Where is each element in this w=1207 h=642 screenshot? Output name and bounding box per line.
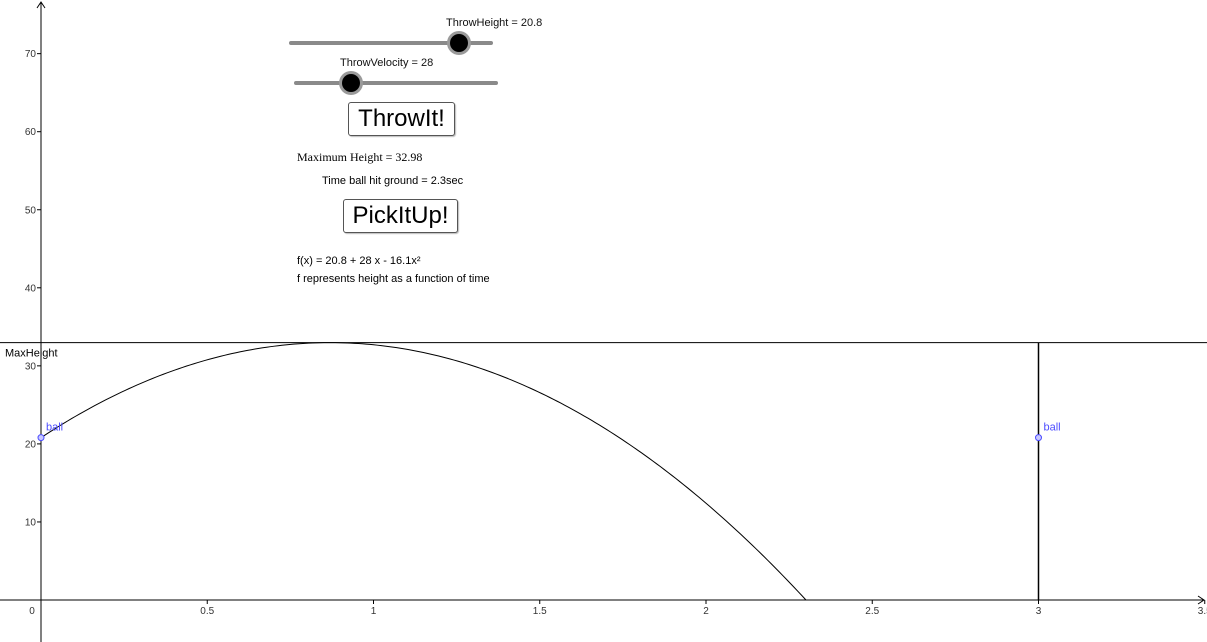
height-curve	[40, 342, 807, 601]
x-tick-label: 3.5	[1198, 606, 1207, 617]
x-tick-label: 2.5	[865, 606, 879, 617]
tick-labels: 00.511.522.533.544.555.566.5102030405060…	[25, 49, 1207, 617]
throw-height-slider-label: ThrowHeight = 20.8	[446, 17, 543, 29]
throw-height-slider-track[interactable]	[289, 41, 493, 45]
y-axis-arrow	[36, 1, 46, 9]
throw-velocity-slider-track[interactable]	[294, 81, 498, 85]
y-tick-label: 50	[25, 205, 37, 216]
function-description-text: f represents height as a function of tim…	[297, 273, 490, 285]
x-tick-label: 1.5	[533, 606, 547, 617]
ball-point-label: ball	[1044, 422, 1061, 434]
x-tick-label: 1	[371, 606, 377, 617]
ball-point[interactable]	[37, 434, 45, 442]
y-tick-label: 30	[25, 361, 37, 372]
x-tick-label: 3	[1036, 606, 1042, 617]
throw-velocity-slider[interactable]	[294, 74, 498, 94]
throw-height-slider[interactable]	[289, 34, 493, 54]
max-height-line-label: MaxHeight	[5, 348, 58, 360]
x-tick-label: 0.5	[200, 606, 214, 617]
ball-point-label: ball	[46, 422, 63, 434]
pick-it-up-button[interactable]: PickItUp!	[343, 199, 458, 233]
maximum-height-text: Maximum Height = 32.98	[297, 150, 423, 164]
function-curve	[40, 342, 807, 601]
throw-velocity-slider-thumb[interactable]	[342, 74, 361, 92]
y-tick-label: 70	[25, 49, 37, 60]
ball-point[interactable]	[1035, 434, 1042, 442]
x-axis-arrow	[1197, 595, 1205, 605]
time-hit-ground-text: Time ball hit ground = 2.3sec	[322, 175, 464, 187]
y-tick-label: 10	[25, 517, 37, 528]
y-tick-label: 60	[25, 127, 37, 138]
throw-it-button[interactable]: ThrowIt!	[348, 102, 455, 136]
ball-points[interactable]: ball ball	[37, 422, 1061, 442]
throw-velocity-slider-label: ThrowVelocity = 28	[340, 57, 434, 69]
x-tick-label: 2	[703, 606, 709, 617]
y-tick-label: 20	[25, 439, 37, 450]
reference-lines: MaxHeight	[0, 342, 1207, 600]
y-tick-label: 40	[25, 283, 37, 294]
function-definition-text: f(x) = 20.8 + 28 x - 16.1x²	[297, 255, 421, 267]
x-tick-label: 0	[29, 606, 35, 617]
throw-height-slider-thumb[interactable]	[449, 34, 468, 52]
